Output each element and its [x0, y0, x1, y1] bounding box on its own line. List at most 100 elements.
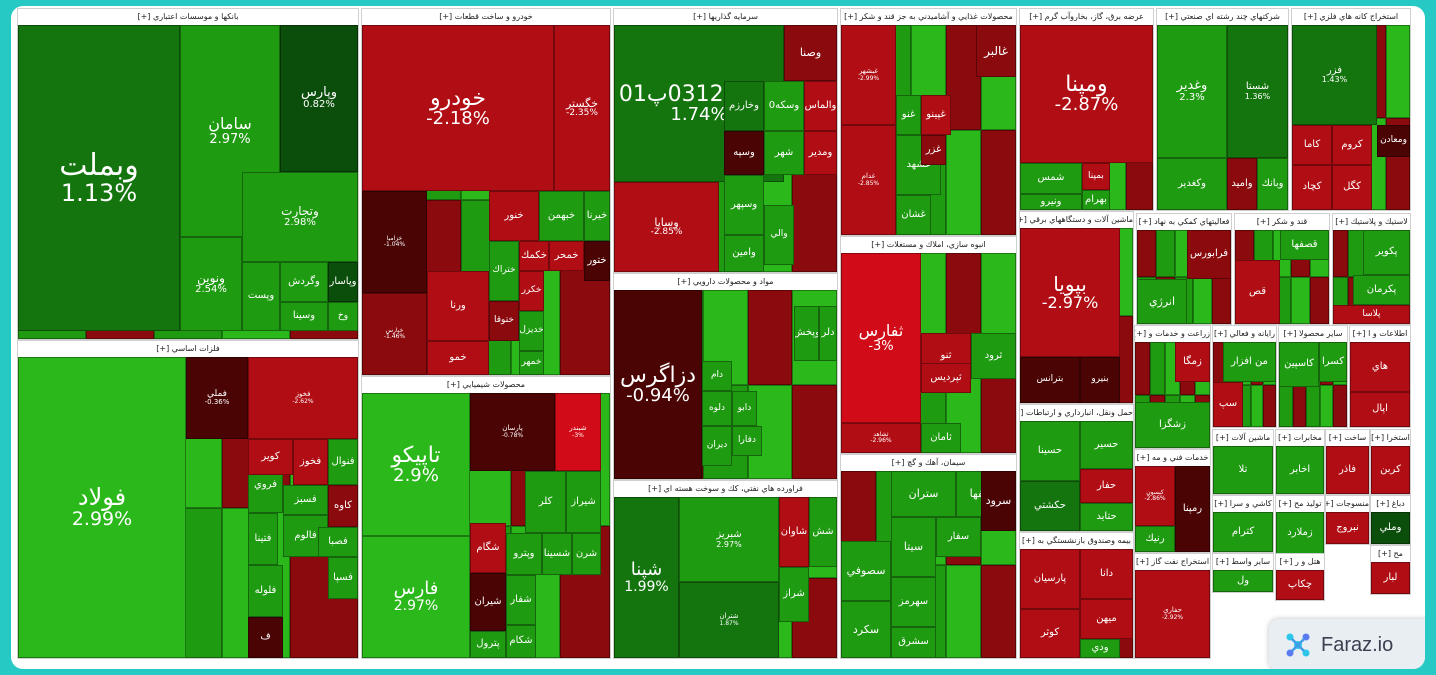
stock-tile[interactable]: ثامان [921, 423, 961, 453]
sector[interactable]: لاستيك و پلاستيك [+] پكوير پكرمان پلاسا [1332, 213, 1411, 325]
stock-tile[interactable]: فتينا [248, 513, 278, 565]
sector-title[interactable]: فلزات اساسي [+] [18, 341, 358, 358]
stock-tile[interactable]: قصفها [1280, 230, 1329, 260]
sector-title[interactable]: ساير محصولا [+] [1279, 326, 1347, 343]
stock-tile[interactable]: ديران [702, 426, 732, 466]
stock-tile[interactable]: بپويا -2.97% [1020, 228, 1120, 357]
stock-tile[interactable]: غدام -2.85% [841, 125, 896, 235]
stock-tile[interactable]: قص [1235, 260, 1280, 324]
sector[interactable]: منسوجات [+] نبروج [1325, 495, 1370, 545]
stock-tile[interactable]: والي [764, 205, 794, 265]
stock-tile[interactable]: خنور [489, 191, 539, 241]
stock-tile[interactable]: وگردش [280, 262, 328, 302]
stock-tile[interactable]: ثرود [971, 333, 1016, 379]
minor-stock-tile[interactable] [1348, 230, 1364, 277]
stock-tile[interactable]: شسينا [542, 533, 572, 575]
stock-tile[interactable]: كروم [1332, 125, 1372, 165]
stock-tile[interactable]: واميد [1227, 158, 1257, 210]
sector[interactable]: ساير محصولا [+] كاسپين كسرا [1278, 325, 1348, 428]
sector-title[interactable]: رايانه و فعالي [+] [1213, 326, 1276, 343]
stock-tile[interactable]: وسكه0 [764, 81, 804, 131]
stock-tile[interactable]: اپال [1350, 392, 1410, 427]
stock-tile[interactable]: فاذر [1326, 446, 1369, 494]
stock-tile[interactable]: لبار [1371, 562, 1410, 594]
minor-stock-tile[interactable] [1212, 277, 1231, 324]
sector[interactable]: اطلاعات و ا [+] هاي اپال [1349, 325, 1411, 428]
stock-tile[interactable]: فارس 2.97% [362, 536, 470, 658]
stock-tile[interactable]: وملي [1371, 512, 1410, 544]
stock-tile[interactable]: غزر [921, 135, 946, 165]
stock-tile[interactable]: زملارد [1276, 512, 1324, 554]
stock-tile[interactable]: فسبز [283, 485, 328, 515]
stock-tile[interactable]: تلا [1213, 446, 1273, 494]
sector-title[interactable]: استخراج نفت گاز [+] [1135, 554, 1210, 571]
stock-tile[interactable]: پارسيان [1020, 549, 1080, 609]
stock-tile[interactable]: دلوه [702, 391, 732, 426]
sector[interactable]: عرضه برق، گاز، بخاروآب گرم [+] ومپنا -2.87… [1019, 8, 1154, 211]
sector-title[interactable]: خدمات فني و مه [+] [1135, 450, 1210, 467]
stock-tile[interactable]: كيسون -2.86% [1135, 466, 1175, 526]
sector-title[interactable]: ساير واسط [+] [1213, 554, 1273, 571]
stock-tile[interactable]: شيراز [566, 471, 601, 533]
stock-tile[interactable]: پكوير [1363, 230, 1410, 275]
stock-tile[interactable]: حفار [1080, 469, 1133, 503]
stock-tile[interactable]: ثفارس -3% [841, 253, 921, 423]
stock-tile[interactable]: كاما [1292, 125, 1332, 165]
sector[interactable]: مخابرات [+] اخابر [1275, 429, 1325, 495]
stock-tile[interactable]: شستا 1.36% [1227, 25, 1288, 158]
stock-tile[interactable]: سامان 2.97% [180, 25, 280, 237]
sector-title[interactable]: بانکها و موسسات اعتباري [+] [18, 9, 358, 26]
sector[interactable]: سيمان، آهك و گچ [+]سترانسصفهاسرودسيتاسصو… [840, 454, 1017, 659]
minor-stock-tile[interactable] [1333, 230, 1349, 277]
stock-tile[interactable]: فلوله [248, 565, 283, 617]
stock-tile[interactable]: بمپنا [1082, 163, 1110, 190]
stock-tile[interactable]: دزاگرس -0.94% [614, 290, 702, 479]
stock-tile[interactable]: وخ [328, 302, 358, 331]
minor-stock-tile[interactable] [1306, 384, 1320, 427]
sector[interactable]: زراعت و خدمات و [+] زشگزا زمگا [1134, 325, 1211, 449]
stock-tile[interactable]: كربن [1371, 446, 1410, 494]
stock-tile[interactable]: غالبر [976, 25, 1016, 77]
stock-tile[interactable]: خمهر [519, 351, 544, 375]
minor-stock-tile[interactable] [1263, 384, 1276, 427]
stock-tile[interactable]: غپينو [921, 95, 951, 135]
stock-tile[interactable]: كاسپين [1279, 342, 1319, 387]
stock-tile[interactable]: خيرنا [584, 191, 610, 241]
sector[interactable]: سرمايه گذاريها [+]سك ه0312پ011.74%وصناوخ… [613, 8, 838, 273]
stock-tile[interactable]: شگام [470, 523, 506, 573]
stock-tile[interactable]: پكرمان [1353, 275, 1410, 305]
sector-title[interactable]: هتل و ر [+] [1276, 554, 1324, 571]
stock-tile[interactable]: من افزار [1223, 342, 1276, 382]
minor-stock-tile[interactable] [1150, 342, 1165, 395]
sector-title[interactable]: ماشين آلات و دستگاههاي برقي [+] [1020, 212, 1133, 229]
stock-tile[interactable]: بهرام [1082, 190, 1110, 210]
stock-tile[interactable]: ومعادن [1377, 125, 1410, 157]
stock-tile[interactable]: سشرق [891, 627, 936, 658]
sector-title[interactable]: سيمان، آهك و گچ [+] [841, 455, 1016, 472]
stock-tile[interactable]: اخابر [1276, 446, 1324, 494]
minor-stock-tile[interactable] [1333, 384, 1347, 427]
sector[interactable]: مح [+] لبار [1370, 545, 1411, 595]
stock-tile[interactable]: ونوين 2.54% [180, 237, 242, 331]
stock-tile[interactable]: فرابورس [1187, 230, 1231, 279]
stock-tile[interactable]: غنو [896, 95, 921, 135]
sector[interactable]: فراورده هاي نفتي، كك و سوخت هسته اي [+] ش… [613, 480, 838, 659]
stock-tile[interactable]: وپست [242, 262, 280, 331]
stock-tile[interactable]: شيران [470, 573, 506, 631]
sector-title[interactable]: انبوه سازي، املاك و مستغلات [+] [841, 237, 1016, 254]
sector-title[interactable]: خودرو و ساخت قطعات [+] [362, 9, 610, 26]
stock-tile[interactable]: وساپا -2.85% [614, 182, 719, 272]
stock-tile[interactable]: وبملت 1.13% [18, 25, 180, 331]
stock-tile[interactable]: زمگا [1175, 342, 1210, 382]
stock-tile[interactable]: خمحر [549, 241, 584, 271]
minor-stock-tile[interactable] [1155, 230, 1175, 277]
stock-tile[interactable]: وپترو [506, 533, 542, 575]
stock-tile[interactable]: كوثر [1020, 609, 1080, 658]
stock-tile[interactable]: وپاسار [328, 262, 358, 302]
stock-tile[interactable]: ميهن [1080, 599, 1133, 639]
sector-title[interactable]: استخراج كانه هاي فلزي [+] [1292, 9, 1410, 26]
stock-tile[interactable]: وتجارت 2.98% [242, 172, 358, 262]
minor-stock-tile[interactable] [1319, 384, 1334, 427]
stock-tile[interactable]: فخوز [293, 439, 328, 485]
sector[interactable]: ماشين آلات و دستگاههاي برقي [+] بپويا -2.9… [1019, 211, 1134, 404]
